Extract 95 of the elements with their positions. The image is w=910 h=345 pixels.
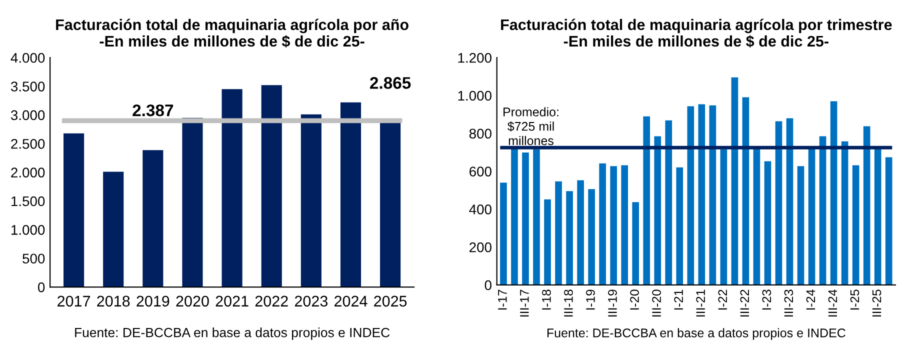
bar [103,172,124,288]
bar [731,77,738,285]
x-tick-label: 2024 [334,296,368,307]
y-tick-label: 3.500 [10,82,45,92]
y-tick-label: 3.000 [10,110,45,120]
bar [852,165,860,285]
x-tick-label: 2020 [176,296,209,307]
y-tick-label: 500 [22,254,45,264]
x-tick-label: III-19 [608,290,617,316]
y-tick-label: 400 [469,204,492,214]
bar [698,104,706,285]
y-tick-label: 1.000 [458,90,492,101]
bar [885,157,892,285]
bar [610,166,617,285]
x-tick-label: 2023 [294,296,328,307]
bar [555,181,562,285]
data-label: 2.387 [132,104,174,116]
y-tick-label: 600 [470,166,492,176]
ref-line-label: Promedio: $725 mil millones [504,107,558,146]
bar [665,120,672,285]
bar [340,102,362,288]
data-label: 2.865 [370,77,411,89]
x-tick-label: I-21 [674,290,683,310]
x-tick-label: 2017 [58,296,90,307]
bar [643,116,650,285]
y-tick-label: 4.000 [10,52,45,63]
bar [676,167,684,285]
bar [300,114,322,288]
bar [753,148,760,285]
x-tick-label: I-20 [630,290,639,310]
x-tick-label: 2019 [136,296,170,307]
x-tick-label: I-24 [806,290,815,310]
x-tick-label: I-18 [542,290,551,310]
x-tick-label: I-22 [718,290,727,310]
y-tick-label: 1.000 [11,225,45,235]
x-tick-label: III-21 [696,290,705,316]
source-note: Fuente: DE-BCCBA en base a datos propios e INDEC [547,328,846,340]
bar [632,202,640,285]
bar [863,126,870,285]
x-tick-label: III-25 [872,290,882,316]
bar [775,121,782,285]
bar [380,122,401,288]
bar [511,148,518,285]
x-tick-label: 2018 [97,296,130,307]
x-tick-label: 2021 [216,296,248,307]
bar [566,191,573,285]
bar [588,189,595,285]
bar [786,118,794,285]
bar [874,148,882,285]
bar [797,166,804,285]
x-tick-label: III-22 [740,290,749,316]
bar [709,105,716,285]
y-tick-label: 0 [484,280,492,290]
x-tick-label: 2025 [374,296,407,307]
x-tick-label: 2022 [255,296,288,307]
bar [222,89,242,288]
x-tick-label: I-23 [762,290,772,310]
bar [522,152,529,285]
x-tick-label: I-17 [498,290,507,310]
bar [720,149,728,285]
bar [764,161,772,285]
y-tick-label: 0 [38,282,45,292]
bar [142,150,164,288]
x-tick-label: I-25 [850,290,860,310]
bar [830,101,838,285]
bar [621,165,628,285]
bar [599,163,606,285]
x-tick-label: III-24 [828,290,838,316]
bar [500,182,507,285]
source-note: Fuente: DE-BCCBA en base a datos propios e INDEC [75,328,390,340]
y-tick-label: 2.000 [11,168,45,178]
x-tick-label: III-17 [520,290,529,316]
bar [261,85,282,288]
y-tick-label: 200 [470,242,492,252]
x-tick-label: III-18 [564,290,573,316]
bar [654,136,662,285]
chart-title: Facturación total de maquinaria agrícola por año -En miles de millones de $ de dic 25- [56,18,408,48]
x-tick-label: III-23 [784,290,794,316]
bar [182,118,203,288]
bar [577,180,584,285]
chart-title: Facturación total de maquinaria agrícola por trimestre -En miles de millones de $ de dic 25- [501,18,892,48]
bar [687,106,694,285]
x-tick-label: III-20 [652,290,661,316]
bar [819,136,826,285]
bar [742,97,750,285]
y-tick-label: 2.500 [11,138,45,149]
bar [533,149,540,285]
bar [544,199,551,285]
y-tick-label: 1.200 [458,52,492,63]
x-tick-label: I-19 [586,290,595,310]
bar [841,141,848,285]
y-tick-label: 800 [469,128,492,139]
y-tick-label: 1.500 [11,196,45,206]
bar [808,148,816,285]
bar [64,133,84,288]
